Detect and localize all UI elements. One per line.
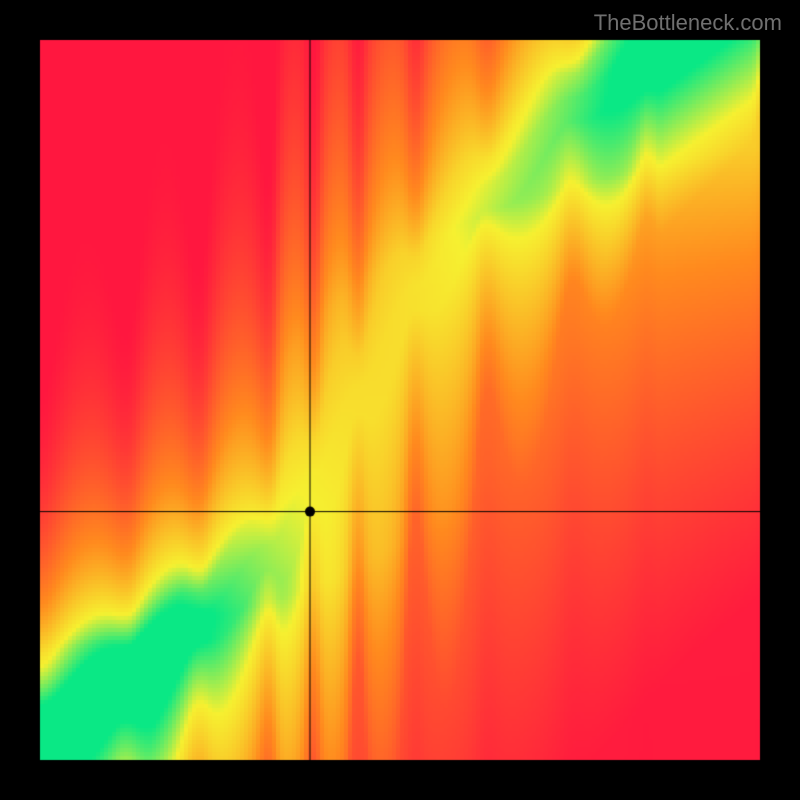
chart-container: TheBottleneck.com [0,0,800,800]
heatmap-canvas [0,0,800,800]
watermark-text: TheBottleneck.com [594,10,782,36]
